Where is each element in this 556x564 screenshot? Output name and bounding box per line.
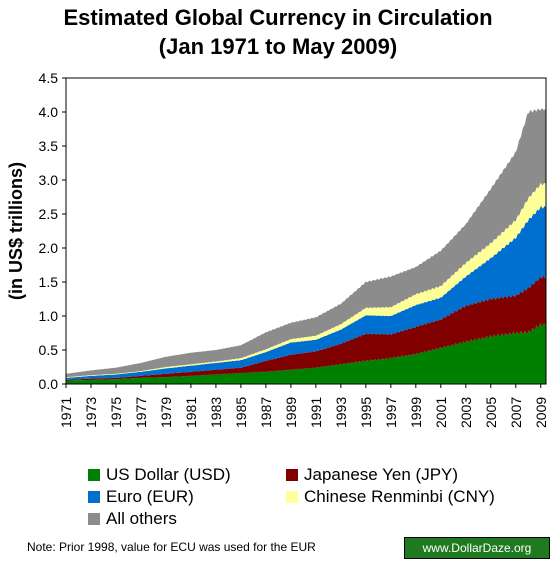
y-tick-label: 1.5 xyxy=(39,274,59,290)
x-tick-label: 2003 xyxy=(458,397,474,428)
legend-label-eur: Euro (EUR) xyxy=(106,487,194,506)
legend-swatch-usd xyxy=(88,469,100,481)
x-tick-label: 2001 xyxy=(433,397,449,428)
y-tick-label: 2.0 xyxy=(39,240,59,256)
legend-swatch-jpy xyxy=(286,469,298,481)
legend-item-cny: Chinese Renminbi (CNY) xyxy=(286,487,495,507)
y-tick-label: 0.5 xyxy=(39,342,59,358)
y-tick-label: 4.5 xyxy=(39,70,59,86)
x-tick-label: 1979 xyxy=(158,397,174,428)
area-series-eur xyxy=(66,205,546,380)
x-tick-label: 1975 xyxy=(108,397,124,428)
x-tick-label: 1999 xyxy=(408,397,424,428)
x-tick-label: 1989 xyxy=(283,397,299,428)
x-tick-label: 2009 xyxy=(533,397,549,428)
x-tick-label: 1995 xyxy=(358,397,374,428)
footnote: Note: Prior 1998, value for ECU was used… xyxy=(27,540,316,554)
legend-label-usd: US Dollar (USD) xyxy=(106,465,231,484)
y-axis-label: (in US$ trillions) xyxy=(6,162,26,300)
x-tick-label: 1977 xyxy=(133,397,149,428)
chart-title: Estimated Global Currency in Circulation xyxy=(63,5,493,30)
x-tick-label: 1997 xyxy=(383,397,399,428)
x-tick-label: 1985 xyxy=(233,397,249,428)
y-tick-label: 3.5 xyxy=(39,138,59,154)
chart-subtitle: (Jan 1971 to May 2009) xyxy=(158,34,398,59)
x-tick-label: 2007 xyxy=(508,397,524,428)
x-tick-label: 1987 xyxy=(258,397,274,428)
plot-frame xyxy=(65,77,547,385)
source-badge[interactable]: www.DollarDaze.org xyxy=(404,537,550,559)
area-series-oth xyxy=(66,108,546,378)
x-tick-label: 1993 xyxy=(333,397,349,428)
legend-label-others: All others xyxy=(106,509,177,528)
area-series-cny xyxy=(66,182,546,378)
y-tick-label: 4.0 xyxy=(39,104,59,120)
x-tick-label: 1971 xyxy=(58,397,74,428)
legend-label-jpy: Japanese Yen (JPY) xyxy=(304,465,459,484)
y-tick-label: 2.5 xyxy=(39,206,59,222)
legend-swatch-cny xyxy=(286,491,298,503)
x-tick-label: 1983 xyxy=(208,397,224,428)
x-tick-label: 1973 xyxy=(83,397,99,428)
y-tick-label: 1.0 xyxy=(39,308,59,324)
legend-item-usd: US Dollar (USD) xyxy=(88,465,231,485)
legend-item-others: All others xyxy=(88,509,177,529)
legend-swatch-eur xyxy=(88,491,100,503)
legend-label-cny: Chinese Renminbi (CNY) xyxy=(304,487,495,506)
y-tick-label: 0.0 xyxy=(39,376,59,392)
legend-item-eur: Euro (EUR) xyxy=(88,487,194,507)
x-tick-label: 2005 xyxy=(483,397,499,428)
legend-item-jpy: Japanese Yen (JPY) xyxy=(286,465,458,485)
area-series-jpy xyxy=(66,275,546,381)
y-tick-label: 3.0 xyxy=(39,172,59,188)
stacked-area-chart: 0.0 0.5 1.0 1.5 2.0 2.5 3.0 3.5 4.0 4.5 1971 1973 19… xyxy=(6,70,549,428)
area-series-usd xyxy=(66,322,546,384)
legend-swatch-others xyxy=(88,513,100,525)
x-tick-label: 1981 xyxy=(183,397,199,428)
x-tick-label: 1991 xyxy=(308,397,324,428)
